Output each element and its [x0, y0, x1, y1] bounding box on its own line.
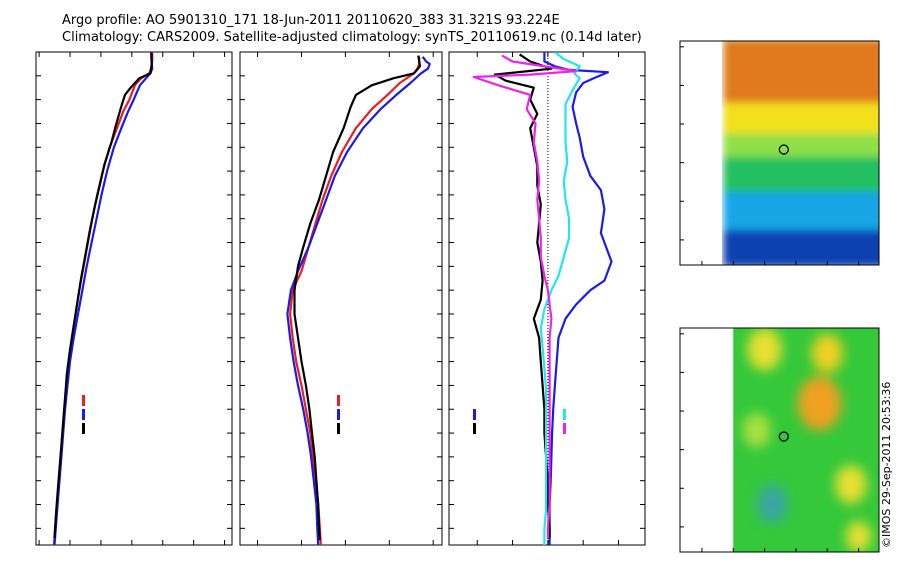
difference-legend-swatch-cyan	[563, 409, 566, 420]
sla_map-anomaly-blob	[747, 328, 782, 371]
sla_map-frame	[679, 327, 880, 553]
difference-series-blue-line	[543, 52, 613, 545]
sla_map-anomaly-blob	[756, 484, 789, 524]
difference-legend-swatch-magenta	[563, 423, 566, 434]
sst_map-color-band	[723, 230, 879, 265]
sla_map-anomaly-blob	[797, 376, 842, 431]
temperature-profile-panel	[35, 51, 233, 546]
sst_map-frame	[679, 40, 880, 266]
sla_map-field	[733, 328, 879, 552]
salinity-legend-swatch-blue	[337, 409, 340, 420]
salinity-series-red-line	[289, 56, 421, 545]
temperature-legend-swatch-red	[82, 395, 85, 406]
sla_map-anomaly-blob	[742, 412, 771, 448]
sst_map-color-band	[723, 133, 879, 161]
sla_map-anomaly-blob	[846, 521, 872, 552]
difference-series-magenta-line	[472, 54, 578, 538]
difference-series-black-line	[493, 53, 553, 538]
temperature-legend-swatch-black	[82, 423, 85, 434]
sla_map-anomaly-blob	[811, 333, 843, 373]
temperature-legend-swatch-blue	[82, 409, 85, 420]
temperature-plot-frame	[35, 51, 233, 546]
sst_map-color-band	[723, 156, 879, 196]
sst_map-color-band	[723, 191, 879, 235]
temperature-series-red-line	[52, 52, 154, 545]
sla_map-anomalies	[742, 328, 872, 552]
salinity-series-blue-line	[286, 56, 431, 545]
sst_map-field	[723, 41, 879, 265]
sst_map-bands	[723, 41, 879, 265]
sst-map-panel	[679, 40, 880, 266]
sla-map-panel	[679, 327, 880, 553]
salinity-series-black-line	[293, 55, 422, 541]
difference-legend-swatch-black	[473, 423, 476, 434]
sst_map-argo-float-marker	[778, 144, 789, 155]
difference-legend-swatch-blue	[473, 409, 476, 420]
salinity-profile-panel	[239, 51, 443, 546]
salinity-plot-frame	[239, 51, 443, 546]
sst_map-color-band	[723, 41, 879, 107]
salinity-legend-swatch-black	[337, 423, 340, 434]
temperature-series-blue-line	[53, 52, 154, 545]
sst_map-color-band	[723, 102, 879, 138]
temperature-series-black-line	[53, 53, 153, 538]
sla_map-argo-float-marker	[778, 431, 789, 442]
difference-plot-frame	[448, 51, 646, 546]
figure-title-line1: Argo profile: AO 5901310_171 18-Jun-2011…	[62, 13, 560, 28]
figure-title-line2: Climatology: CARS2009. Satellite-adjuste…	[62, 30, 642, 45]
difference-profile-panel	[448, 51, 646, 546]
sla_map-anomaly-blob	[835, 465, 867, 504]
salinity-legend-swatch-red	[337, 395, 340, 406]
difference-series-cyan-line	[539, 52, 581, 545]
